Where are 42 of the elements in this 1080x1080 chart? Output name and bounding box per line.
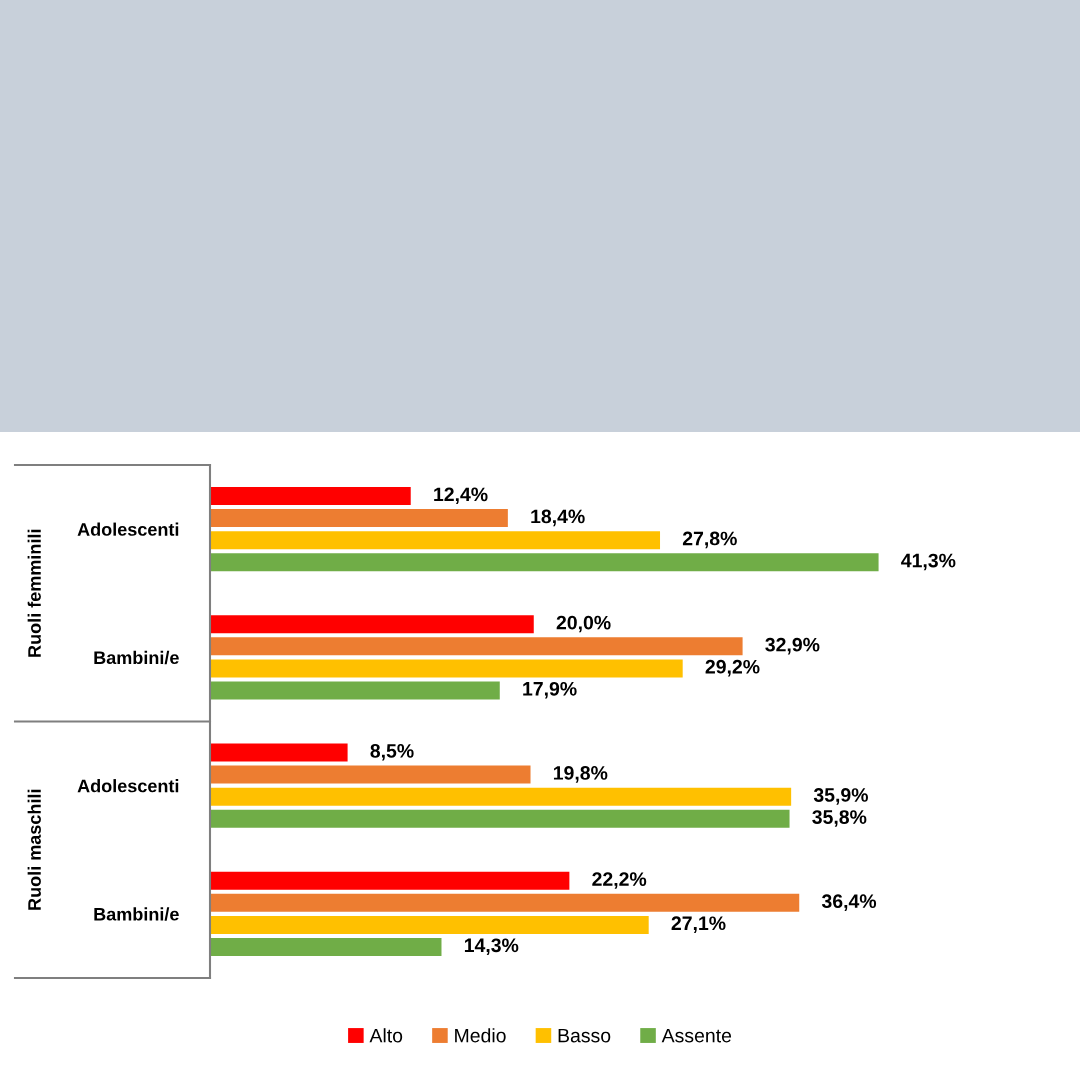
legend-label: Alto (369, 1028, 403, 1043)
y-tick-label: Bambini/e (94, 907, 179, 921)
bar (210, 487, 411, 506)
bar (210, 787, 792, 806)
data-label: 14,3% (464, 938, 519, 955)
data-label: 41,3% (901, 553, 956, 571)
bar (210, 553, 879, 572)
bar (210, 915, 649, 934)
bar (210, 681, 500, 700)
data-label: 19,8% (553, 766, 608, 783)
legend-label: Medio (455, 1028, 506, 1043)
data-label: 27,8% (682, 531, 737, 549)
bar (210, 809, 790, 828)
data-label: 35,8% (812, 810, 867, 827)
bar (210, 937, 442, 956)
legend-label: Assente (661, 1028, 732, 1043)
data-label: 27,1% (671, 916, 726, 933)
data-label: 22,2% (592, 872, 647, 889)
data-label: 35,9% (813, 788, 868, 805)
data-label: 12,4% (434, 487, 488, 505)
y-tick-label: Adolescenti (77, 522, 179, 536)
bar (210, 893, 800, 912)
y-tick-label: Adolescenti (77, 779, 179, 793)
data-label: 32,9% (765, 637, 820, 655)
bar (210, 637, 743, 656)
text: Ruoli maschili (27, 789, 41, 910)
bar (210, 871, 570, 890)
bar (210, 509, 508, 528)
data-label: 8,5% (370, 743, 414, 761)
bar (210, 615, 534, 634)
bar (210, 743, 348, 762)
bar (210, 765, 531, 784)
data-label: 29,2% (705, 659, 760, 677)
data-label: 36,4% (821, 894, 877, 911)
data-label: 20,0% (556, 615, 611, 633)
data-label: 17,9% (523, 681, 577, 699)
bar (210, 659, 683, 678)
data-label: 18,4% (531, 509, 585, 527)
legend-label: Basso (558, 1028, 611, 1043)
y-tick-label: Bambini/e (94, 650, 179, 665)
text: Ruoli femminili (27, 529, 41, 657)
bar (210, 531, 661, 550)
